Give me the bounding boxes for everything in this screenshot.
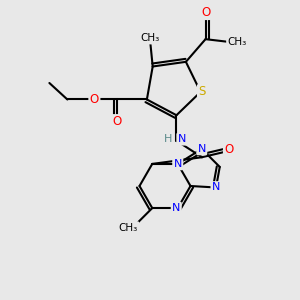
Text: CH₃: CH₃	[118, 223, 138, 232]
Text: N: N	[212, 182, 220, 193]
Text: N: N	[174, 159, 182, 169]
Text: N: N	[198, 144, 206, 154]
Text: O: O	[224, 143, 234, 156]
Text: CH₃: CH₃	[227, 37, 247, 47]
Text: H: H	[164, 134, 172, 144]
Text: N: N	[178, 134, 186, 144]
Text: O: O	[201, 6, 210, 19]
Text: S: S	[198, 85, 206, 98]
Text: N: N	[172, 203, 180, 213]
Text: CH₃: CH₃	[140, 33, 160, 43]
Text: O: O	[112, 116, 122, 128]
Text: O: O	[90, 93, 99, 106]
